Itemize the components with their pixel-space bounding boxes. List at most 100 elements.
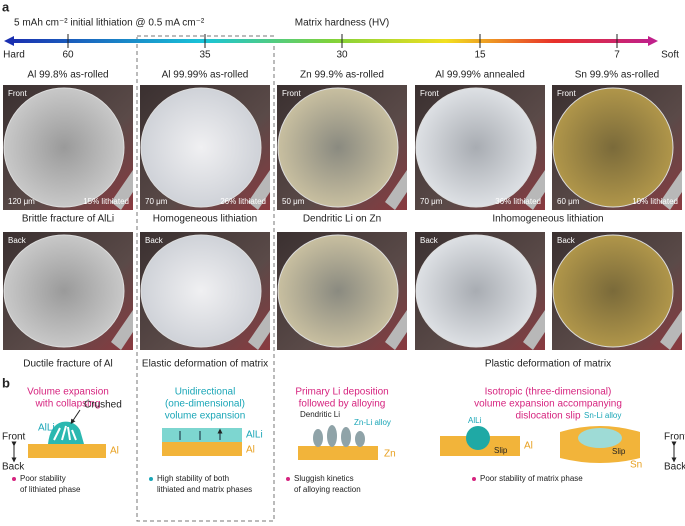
label: Crushed bbox=[84, 400, 122, 411]
clip-holder bbox=[248, 170, 270, 210]
panel-label: a bbox=[2, 0, 10, 14]
clip-holder bbox=[248, 310, 270, 350]
tick-label: 15 bbox=[474, 50, 486, 61]
alli-sphere bbox=[466, 426, 490, 450]
clip-holder bbox=[660, 310, 682, 350]
clip-holder bbox=[385, 310, 407, 350]
side-label: Front bbox=[282, 89, 301, 98]
caption: Plastic deformation of matrix bbox=[485, 359, 611, 370]
sample-disc bbox=[277, 234, 399, 348]
scale-label: 120 μm bbox=[8, 197, 35, 206]
note: of alloying reaction bbox=[294, 485, 361, 494]
note: Poor stability of matrix phase bbox=[480, 474, 583, 483]
label: Slip bbox=[494, 446, 508, 455]
panel-label: b bbox=[2, 375, 10, 390]
sample-disc bbox=[3, 87, 125, 208]
label: AlLi bbox=[468, 416, 482, 425]
tick-label: 35 bbox=[199, 50, 211, 61]
scheme-heading: followed by alloying bbox=[299, 399, 386, 410]
label: Dendritic Li bbox=[300, 410, 340, 419]
sample-disc bbox=[3, 234, 125, 348]
soft-label: Soft bbox=[661, 50, 679, 61]
sample-disc bbox=[140, 234, 262, 348]
side-label: Front bbox=[557, 89, 576, 98]
arrow-right bbox=[648, 36, 658, 46]
label: Al bbox=[110, 446, 119, 457]
lithiated-label: 26% lithiated bbox=[220, 197, 266, 206]
label: AlLi bbox=[246, 430, 263, 441]
label: Sn-Li alloy bbox=[584, 411, 621, 420]
sample-disc bbox=[415, 234, 537, 348]
scale-label: 70 μm bbox=[420, 197, 443, 206]
clip-holder bbox=[660, 170, 682, 210]
dendrites bbox=[313, 425, 365, 447]
arrow bbox=[70, 409, 81, 425]
lithiated-label: 10% lithiated bbox=[632, 197, 678, 206]
tick-label: 30 bbox=[336, 50, 348, 61]
side-label: Back bbox=[145, 236, 164, 245]
scheme-heading: volume expansion bbox=[165, 411, 246, 422]
clip-holder bbox=[111, 310, 133, 350]
lithiated-label: 15% lithiated bbox=[83, 197, 129, 206]
label: Sn bbox=[630, 460, 642, 471]
label: Slip bbox=[612, 447, 626, 456]
al-layer bbox=[162, 442, 242, 456]
note: Sluggish kinetics bbox=[294, 474, 354, 483]
scale-label: 50 μm bbox=[282, 197, 305, 206]
caption: Dendritic Li on Zn bbox=[303, 214, 381, 225]
label: Back bbox=[664, 462, 685, 473]
side-label: Back bbox=[8, 236, 27, 245]
side-label: Front bbox=[420, 89, 439, 98]
axis-title: Matrix hardness (HV) bbox=[295, 18, 389, 29]
column-title: Al 99.99% annealed bbox=[435, 70, 525, 81]
tick-label: 60 bbox=[62, 50, 74, 61]
scheme-heading: (one-dimensional) bbox=[165, 399, 245, 410]
clip-holder bbox=[523, 170, 545, 210]
clip-holder bbox=[385, 170, 407, 210]
condition: 5 mAh cm⁻² initial lithiation @ 0.5 mA c… bbox=[14, 18, 205, 29]
sample-disc bbox=[415, 87, 537, 208]
scale-label: 60 μm bbox=[557, 197, 580, 206]
bullet bbox=[472, 477, 476, 481]
note: lithiated and matrix phases bbox=[157, 485, 252, 494]
alli-layer bbox=[162, 428, 242, 442]
label: Al bbox=[246, 445, 255, 456]
bullet bbox=[12, 477, 16, 481]
column-title: Sn 99.9% as-rolled bbox=[575, 70, 660, 81]
label: Zn-Li alloy bbox=[354, 418, 391, 427]
caption: Ductile fracture of Al bbox=[23, 359, 112, 370]
label: Back bbox=[2, 462, 25, 473]
scheme-heading: with collapsing bbox=[34, 399, 100, 410]
label: Front bbox=[664, 432, 685, 443]
sample-disc bbox=[552, 87, 674, 208]
column-title: Al 99.99% as-rolled bbox=[162, 70, 249, 81]
snli-region bbox=[578, 428, 622, 448]
al-layer bbox=[28, 444, 106, 458]
caption: Brittle fracture of AlLi bbox=[22, 214, 114, 225]
arrow-left bbox=[4, 36, 14, 46]
note: Poor stability bbox=[20, 474, 66, 483]
note: of lithiated phase bbox=[20, 485, 81, 494]
scheme-heading: volume expansion accompanying bbox=[474, 399, 622, 410]
bullet bbox=[149, 477, 153, 481]
column-title: Zn 99.9% as-rolled bbox=[300, 70, 384, 81]
hard-label: Hard bbox=[3, 50, 25, 61]
scheme-heading: Unidirectional bbox=[175, 387, 236, 398]
label: Al bbox=[524, 441, 533, 452]
sample-disc bbox=[552, 234, 674, 348]
scheme-heading: Volume expansion bbox=[27, 387, 109, 398]
scheme-heading: Isotropic (three-dimensional) bbox=[485, 387, 612, 398]
cracks bbox=[53, 425, 77, 441]
bullet bbox=[286, 477, 290, 481]
tick-label: 7 bbox=[614, 50, 620, 61]
highlight-box bbox=[136, 35, 275, 522]
label: Front bbox=[2, 432, 26, 443]
arrows bbox=[179, 431, 220, 440]
sample-disc bbox=[277, 87, 399, 208]
scale-label: 70 μm bbox=[145, 197, 168, 206]
side-label: Back bbox=[557, 236, 576, 245]
label: AlLi bbox=[38, 423, 55, 434]
scheme-heading: Primary Li deposition bbox=[295, 387, 388, 398]
scheme-heading: dislocation slip bbox=[515, 411, 580, 422]
label: Zn bbox=[384, 449, 396, 460]
